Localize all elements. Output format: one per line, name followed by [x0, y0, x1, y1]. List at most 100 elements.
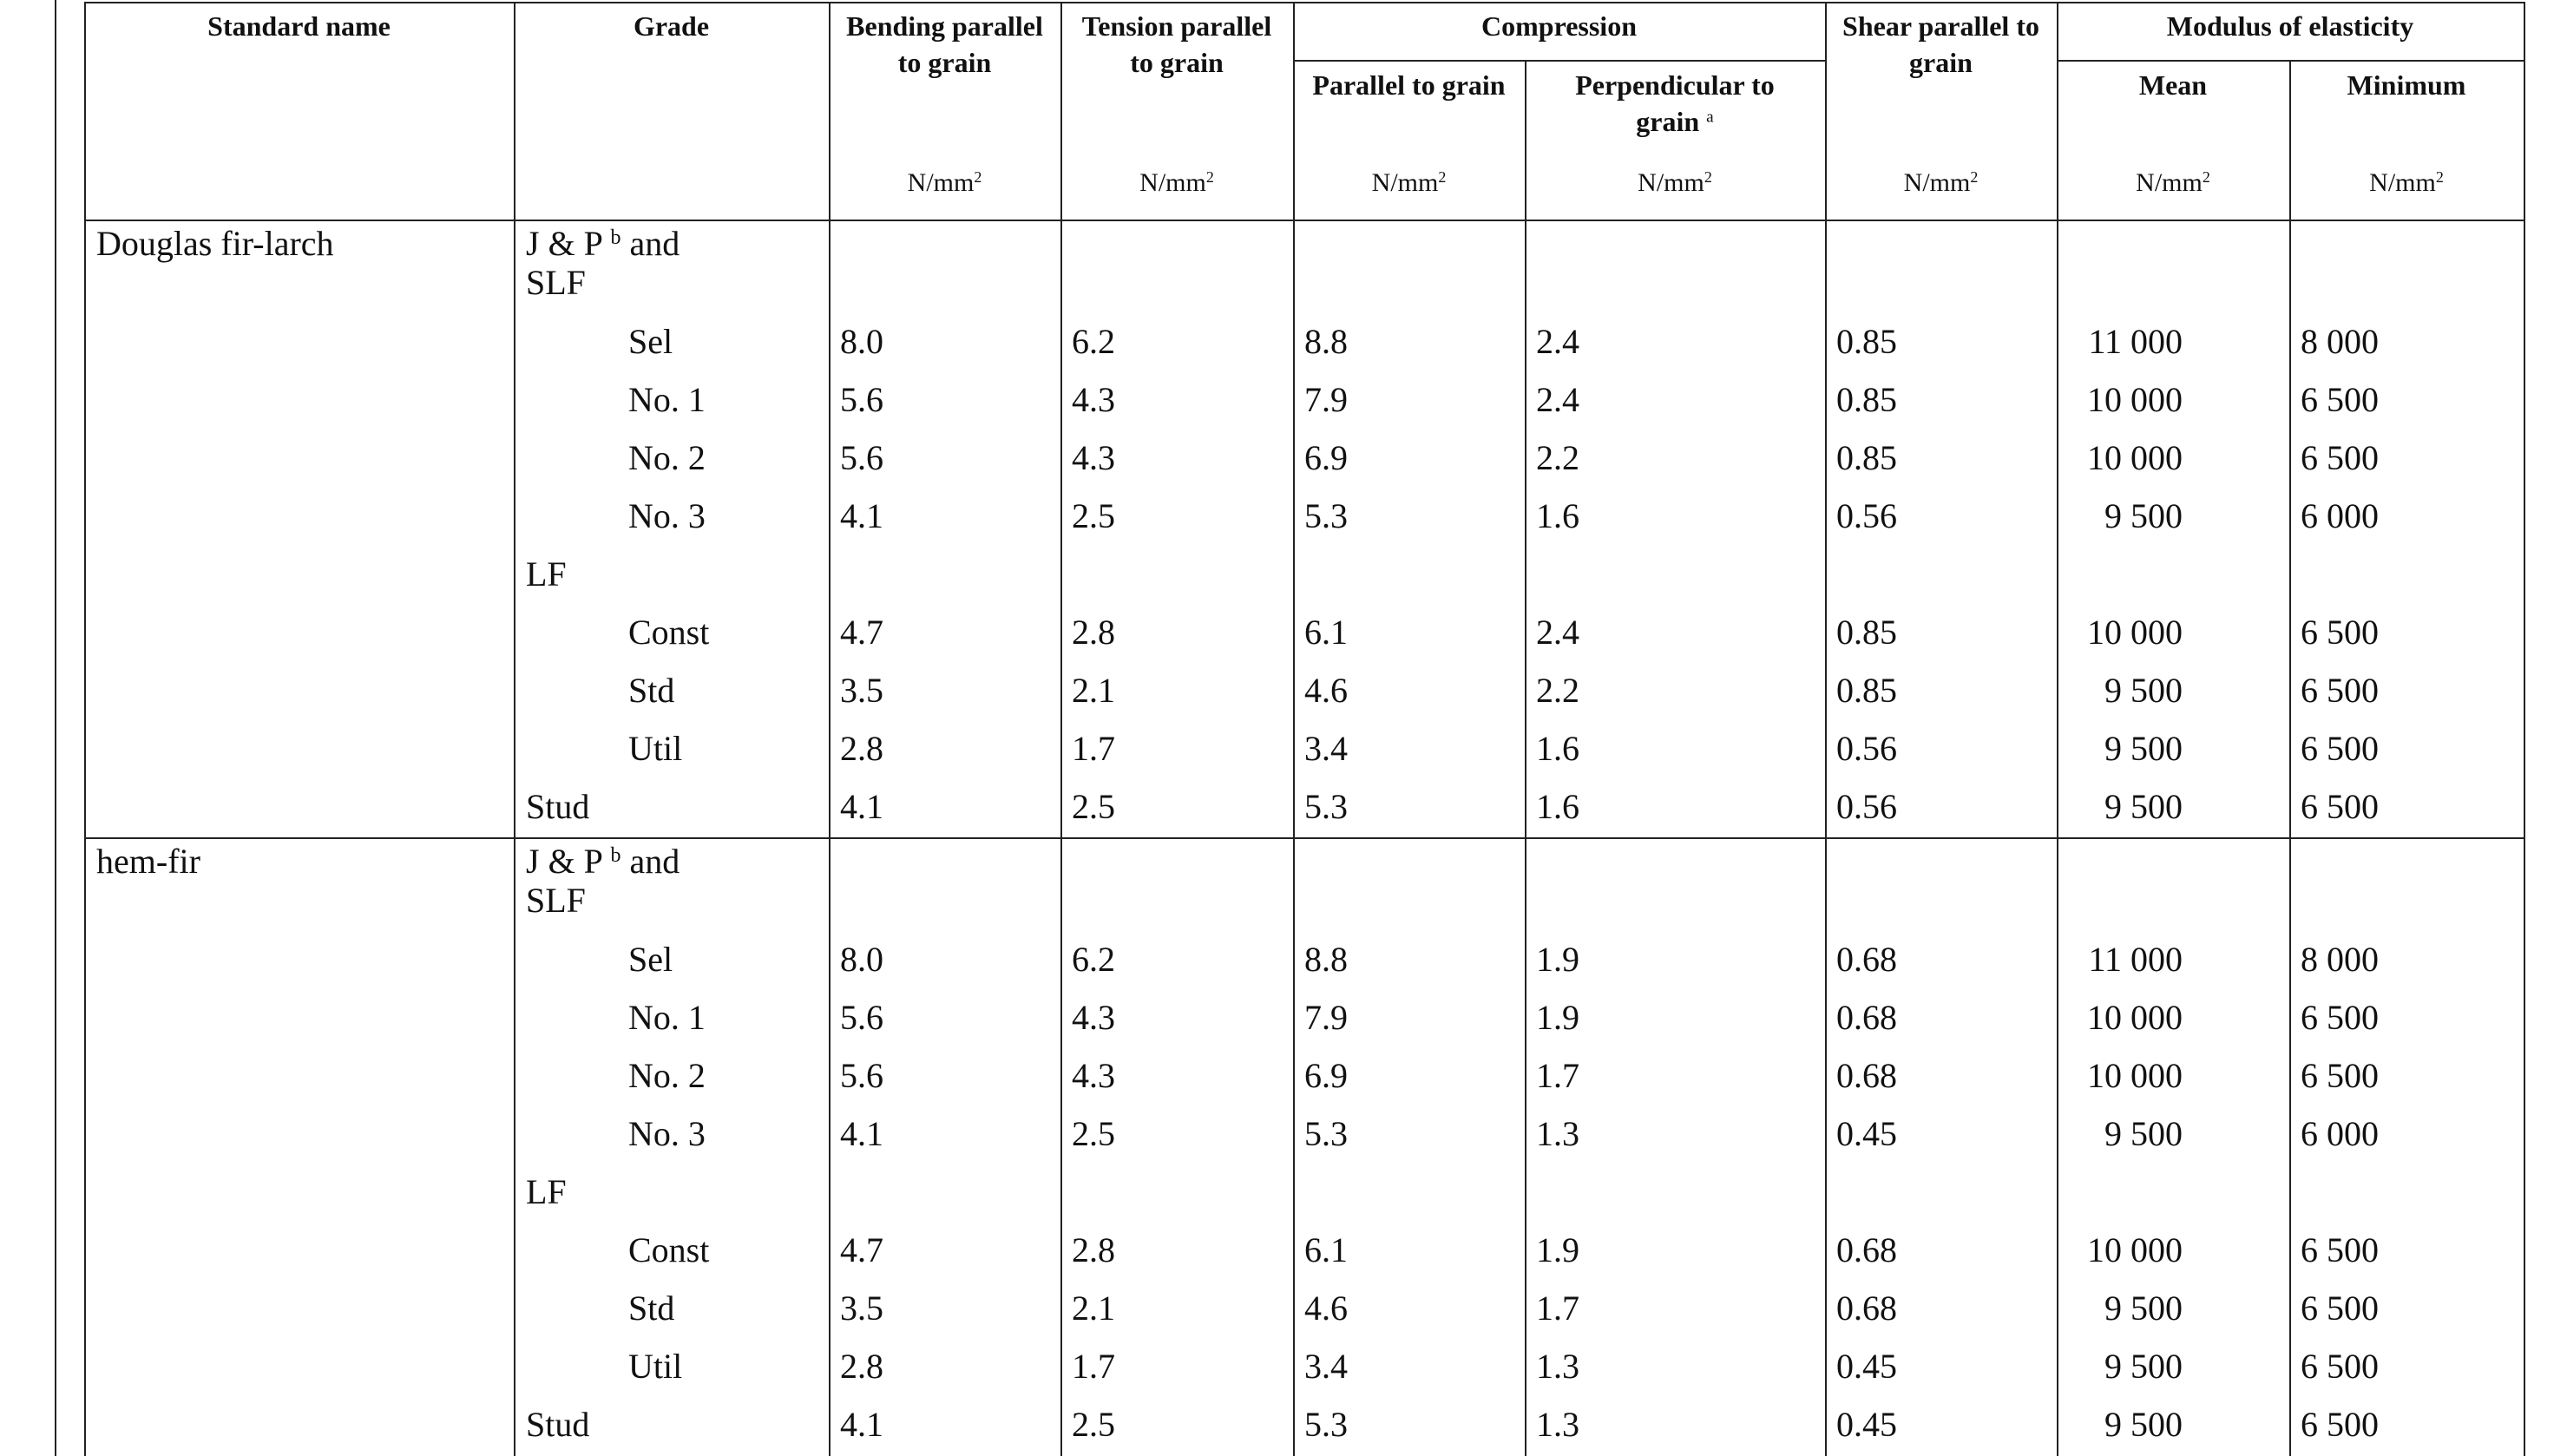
cell-value: 5.3 — [1304, 1405, 1348, 1444]
subgrade-label: No. 3 — [628, 1114, 706, 1153]
cell-value: 6 500 — [2301, 1289, 2379, 1328]
cell-value: 0.45 — [1836, 1347, 1897, 1386]
subgrade-label: Util — [628, 1347, 683, 1386]
cell-value: 1.6 — [1536, 496, 1579, 535]
cell-value: 2.2 — [1536, 438, 1579, 477]
cell-value: 0.45 — [1836, 1114, 1897, 1153]
unit-exponent: 2 — [974, 168, 982, 187]
cell-value: 1.7 — [1072, 1347, 1115, 1386]
column-header: Bending parallel to grain — [829, 8, 1060, 81]
column-header: Perpendicular to grain a — [1525, 67, 1825, 140]
cell-value: 6.2 — [1072, 322, 1115, 361]
cell-value: 1.7 — [1536, 1289, 1579, 1328]
column-header: Mean — [2057, 67, 2289, 103]
cell-value: 5.3 — [1304, 787, 1348, 826]
subgrade-label: No. 1 — [628, 380, 706, 419]
unit-label: N/mm2 — [2057, 165, 2289, 201]
cell-value: 9 500 — [2104, 671, 2183, 710]
cell-value: 2.8 — [840, 729, 883, 768]
cell-value: 6 500 — [2301, 1347, 2379, 1386]
cell-value: 2.5 — [1072, 496, 1115, 535]
unit-text: N/mm — [2369, 168, 2436, 197]
header-text: Grade — [633, 10, 710, 42]
rule-line — [829, 2, 830, 1456]
rule-line — [2057, 2, 2058, 1456]
cell-value: 11 000 — [2088, 940, 2183, 979]
cell-value: 1.3 — [1536, 1114, 1579, 1153]
cell-value: 0.85 — [1836, 322, 1897, 361]
cell-value: 2.5 — [1072, 1405, 1115, 1444]
cell-value: 1.7 — [1536, 1056, 1579, 1095]
grade-label: Stud — [526, 1405, 589, 1444]
cell-value: 5.3 — [1304, 1114, 1348, 1153]
footnote-mark: b — [610, 226, 621, 249]
cell-value: 2.8 — [840, 1347, 883, 1386]
cell-value: 2.1 — [1072, 1289, 1115, 1328]
unit-label: N/mm2 — [1060, 165, 1293, 201]
cell-value: 8.0 — [840, 322, 883, 361]
cell-value: 1.6 — [1536, 729, 1579, 768]
header-text: Minimum — [2347, 69, 2466, 101]
header-text: Parallel to grain — [1312, 69, 1506, 101]
cell-value: 9 500 — [2104, 1114, 2183, 1153]
grade-text: Stud — [526, 1405, 590, 1444]
cell-value: 6 500 — [2301, 380, 2379, 419]
footnote-mark: a — [1706, 108, 1714, 127]
cell-value: 10 000 — [2087, 380, 2183, 419]
cell-value: 5.3 — [1304, 496, 1348, 535]
rule-line — [84, 837, 2525, 839]
subgrade-label: Util — [628, 729, 683, 768]
cell-value: 8.8 — [1304, 940, 1348, 979]
cell-value: 6 500 — [2301, 998, 2379, 1037]
rule-line — [1293, 2, 1295, 1456]
cell-value: 0.56 — [1836, 787, 1897, 826]
cell-value: 8 000 — [2301, 940, 2379, 979]
subgrade-label: Const — [628, 1230, 710, 1269]
header-text: Standard name — [207, 10, 391, 42]
cell-value: 10 000 — [2087, 613, 2183, 652]
cell-value: 2.4 — [1536, 613, 1579, 652]
cell-value: 6 500 — [2301, 613, 2379, 652]
header-text: Compression — [1481, 10, 1637, 42]
unit-exponent: 2 — [1970, 168, 1979, 187]
cell-value: 9 500 — [2104, 496, 2183, 535]
unit-text: N/mm — [1638, 168, 1704, 197]
cell-value: 6.1 — [1304, 613, 1348, 652]
column-header: Compression — [1293, 8, 1825, 44]
column-header: Parallel to grain — [1293, 67, 1525, 103]
cell-value: 0.85 — [1836, 613, 1897, 652]
rule-line — [55, 0, 56, 1456]
grade-text: Stud — [526, 787, 590, 826]
grade-label: Stud — [526, 787, 589, 826]
rule-line — [2057, 60, 2524, 62]
cell-value: 6 500 — [2301, 1056, 2379, 1095]
unit-label: N/mm2 — [2289, 165, 2524, 201]
subgrade-label: Std — [628, 1289, 675, 1328]
cell-value: 4.3 — [1072, 1056, 1115, 1095]
grade-label: J & P b and SLF — [526, 842, 734, 920]
cell-value: 9 500 — [2104, 1347, 2183, 1386]
cell-value: 0.68 — [1836, 998, 1897, 1037]
cell-value: 6.1 — [1304, 1230, 1348, 1269]
grade-text: LF — [526, 1172, 567, 1211]
cell-value: 1.3 — [1536, 1405, 1579, 1444]
unit-text: N/mm — [907, 168, 975, 197]
cell-value: 4.7 — [840, 1230, 883, 1269]
column-header: Modulus of elasticity — [2057, 8, 2524, 44]
cell-value: 2.8 — [1072, 613, 1115, 652]
rule-line — [1060, 2, 1062, 1456]
rule-line — [514, 2, 515, 1456]
cell-value: 2.5 — [1072, 787, 1115, 826]
column-header: Shear parallel to grain — [1825, 8, 2057, 81]
rule-line — [84, 2, 86, 1456]
header-text: Bending parallel to grain — [846, 10, 1043, 78]
cell-value: 2.4 — [1536, 380, 1579, 419]
header-text: Mean — [2138, 69, 2208, 101]
cell-value: 4.6 — [1304, 671, 1348, 710]
cell-value: 7.9 — [1304, 998, 1348, 1037]
cell-value: 4.1 — [840, 787, 883, 826]
species-name: hem-fir — [96, 842, 200, 881]
grade-label: J & P b and SLF — [526, 224, 734, 302]
cell-value: 9 500 — [2104, 729, 2183, 768]
